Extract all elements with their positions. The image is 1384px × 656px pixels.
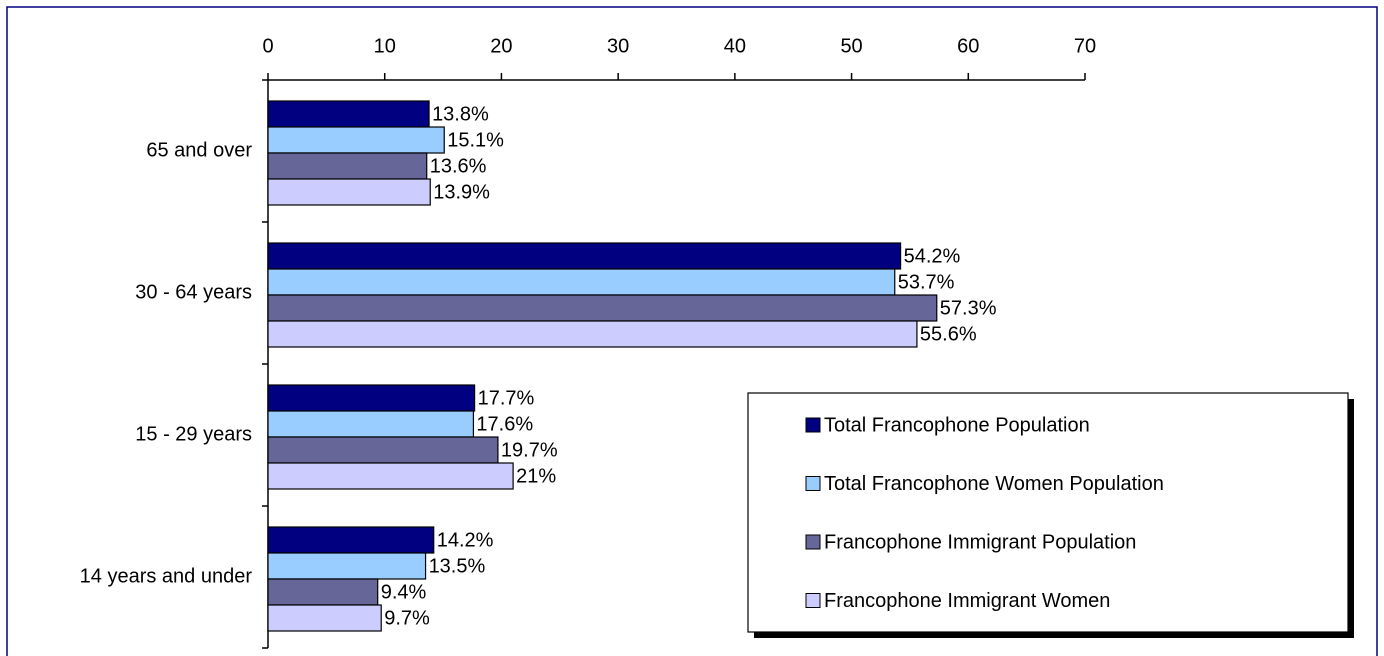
bar — [267, 268, 896, 296]
chart-border — [6, 6, 1378, 656]
bar — [267, 462, 514, 490]
legend-marker — [805, 593, 821, 608]
bar — [267, 178, 431, 206]
value-label: 17.6% — [476, 413, 533, 435]
legend-marker — [805, 534, 821, 550]
x-tick-label: 50 — [840, 35, 862, 57]
bar — [267, 410, 475, 438]
bar — [267, 294, 938, 322]
value-label: 13.8% — [432, 103, 489, 125]
value-label: 21% — [516, 465, 556, 487]
value-label: 17.7% — [478, 387, 535, 409]
bar — [267, 526, 435, 554]
value-label: 9.4% — [381, 581, 427, 603]
bar — [267, 436, 499, 464]
bar — [267, 100, 430, 128]
value-label: 19.7% — [501, 439, 558, 461]
x-tick-label: 20 — [490, 35, 512, 57]
value-label: 54.2% — [904, 245, 961, 267]
value-label: 55.6% — [920, 323, 977, 345]
legend-label: Francophone Immigrant Population — [824, 531, 1136, 553]
value-label: 53.7% — [898, 271, 955, 293]
legend — [747, 392, 1349, 633]
value-label: 14.2% — [437, 529, 494, 551]
value-label: 9.7% — [384, 607, 430, 629]
legend-marker — [805, 417, 821, 433]
legend-label: Total Francophone Women Population — [824, 473, 1164, 495]
value-label: 13.9% — [433, 181, 490, 203]
x-tick-label: 10 — [374, 35, 396, 57]
bar — [267, 152, 428, 180]
value-label: 15.1% — [447, 129, 504, 151]
bar — [267, 552, 427, 580]
x-tick-label: 70 — [1074, 35, 1096, 57]
x-tick-label: 60 — [957, 35, 979, 57]
bar — [267, 604, 382, 632]
x-tick-label: 0 — [262, 35, 273, 57]
legend-marker — [805, 476, 821, 491]
x-tick-label: 40 — [724, 35, 746, 57]
y-tick-label: 15 - 29 years — [135, 423, 252, 445]
bar — [267, 384, 476, 412]
legend-label: Francophone Immigrant Women — [824, 590, 1110, 612]
bar — [267, 578, 379, 606]
y-tick-label: 30 - 64 years — [135, 281, 252, 303]
y-tick-label: 14 years and under — [80, 565, 253, 587]
bar — [267, 242, 902, 270]
y-tick-label: 65 and over — [146, 139, 252, 161]
value-label: 57.3% — [940, 297, 997, 319]
legend-label: Total Francophone Population — [824, 414, 1090, 436]
value-label: 13.5% — [429, 555, 486, 577]
bar — [267, 320, 918, 348]
x-tick-label: 30 — [607, 35, 629, 57]
value-label: 13.6% — [430, 155, 487, 177]
bar — [267, 126, 445, 154]
